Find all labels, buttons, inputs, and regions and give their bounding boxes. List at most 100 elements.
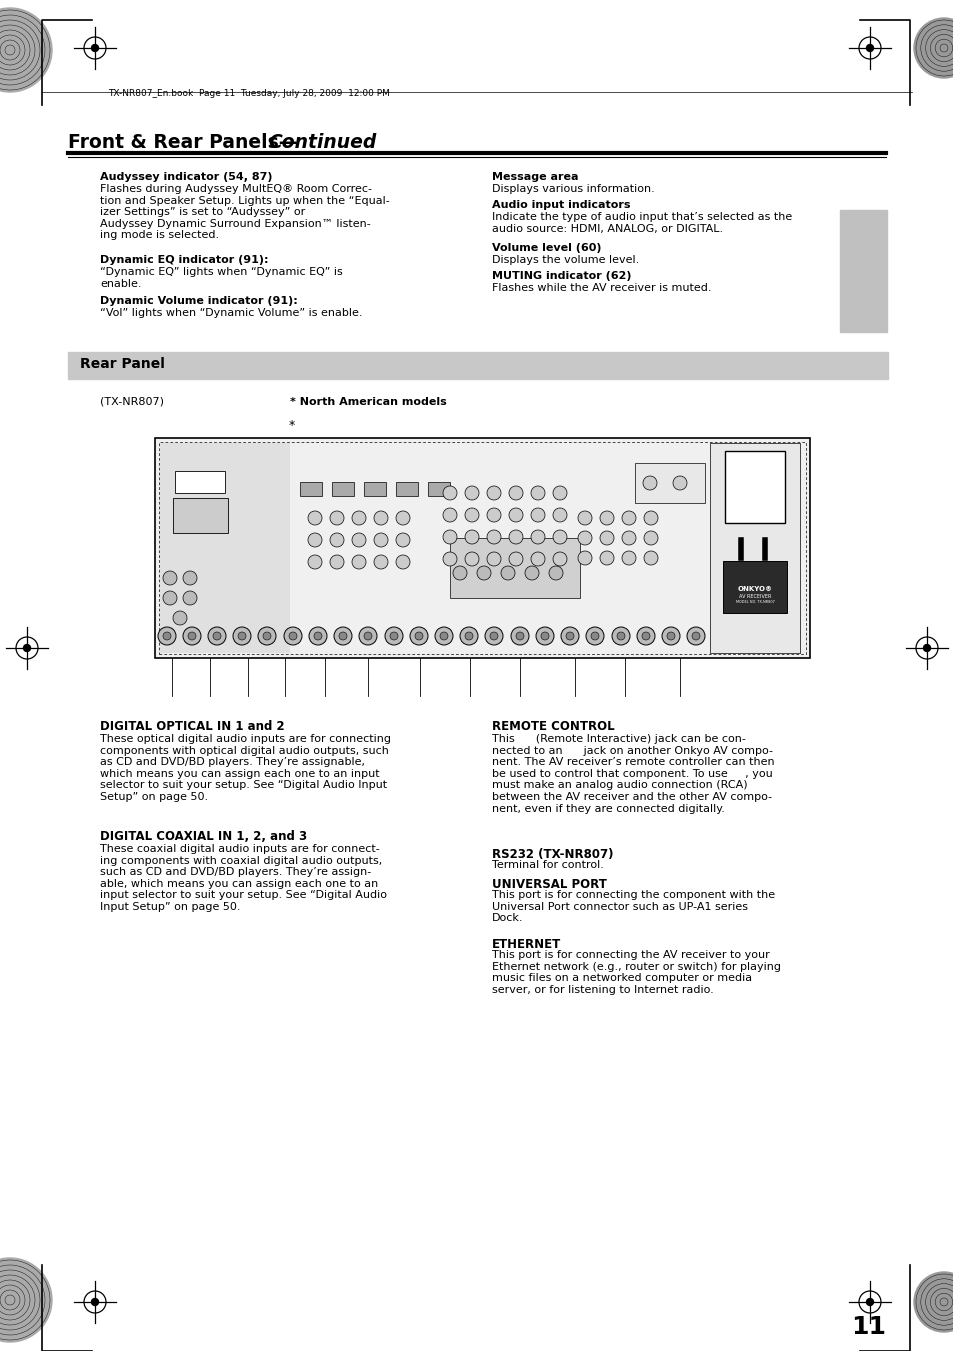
Bar: [159, 442, 805, 654]
Circle shape: [442, 508, 456, 521]
Circle shape: [643, 511, 658, 526]
Circle shape: [237, 632, 246, 640]
Circle shape: [395, 511, 410, 526]
Circle shape: [486, 508, 500, 521]
Circle shape: [183, 627, 201, 644]
Circle shape: [865, 45, 873, 51]
Text: ETHERNET: ETHERNET: [492, 938, 560, 951]
Circle shape: [553, 486, 566, 500]
Text: AV RECEIVER: AV RECEIVER: [738, 594, 770, 598]
Circle shape: [642, 476, 657, 490]
Circle shape: [553, 530, 566, 544]
Text: Message area: Message area: [492, 172, 578, 182]
Text: Dynamic EQ indicator (91):: Dynamic EQ indicator (91):: [100, 255, 268, 265]
Circle shape: [374, 555, 388, 569]
Circle shape: [509, 486, 522, 500]
Circle shape: [536, 627, 554, 644]
Text: Front & Rear Panels—: Front & Rear Panels—: [68, 132, 297, 153]
Circle shape: [374, 511, 388, 526]
Bar: [154, 438, 809, 658]
Text: (TX-NR807): (TX-NR807): [100, 397, 164, 407]
Circle shape: [208, 627, 226, 644]
FancyBboxPatch shape: [364, 482, 386, 496]
Circle shape: [578, 551, 592, 565]
Circle shape: [643, 531, 658, 544]
Circle shape: [612, 627, 629, 644]
Text: Flashes while the AV receiver is muted.: Flashes while the AV receiver is muted.: [492, 282, 711, 293]
Circle shape: [578, 511, 592, 526]
Circle shape: [308, 534, 322, 547]
Circle shape: [524, 566, 538, 580]
Circle shape: [163, 571, 177, 585]
Text: REMOTE CONTROL: REMOTE CONTROL: [492, 720, 614, 734]
Bar: [709, 443, 800, 653]
Circle shape: [314, 632, 322, 640]
Text: “Dynamic EQ” lights when “Dynamic EQ” is
enable.: “Dynamic EQ” lights when “Dynamic EQ” is…: [100, 267, 342, 289]
Circle shape: [442, 553, 456, 566]
FancyBboxPatch shape: [395, 482, 417, 496]
Text: RS232 (TX-NR807): RS232 (TX-NR807): [492, 848, 613, 861]
Circle shape: [308, 555, 322, 569]
Text: Displays various information.: Displays various information.: [492, 184, 654, 195]
Text: Indicate the type of audio input that’s selected as the
audio source: HDMI, ANAL: Indicate the type of audio input that’s …: [492, 212, 791, 234]
Circle shape: [661, 627, 679, 644]
Circle shape: [531, 530, 544, 544]
Circle shape: [621, 511, 636, 526]
FancyBboxPatch shape: [332, 482, 354, 496]
Circle shape: [464, 530, 478, 544]
Text: DIGITAL COAXIAL IN 1, 2, and 3: DIGITAL COAXIAL IN 1, 2, and 3: [100, 830, 307, 843]
Circle shape: [641, 632, 649, 640]
Circle shape: [913, 18, 953, 78]
Circle shape: [464, 486, 478, 500]
Bar: [174, 471, 225, 493]
Text: Dynamic Volume indicator (91):: Dynamic Volume indicator (91):: [100, 296, 297, 305]
Circle shape: [548, 566, 562, 580]
Circle shape: [439, 632, 448, 640]
Circle shape: [188, 632, 195, 640]
Text: These coaxial digital audio inputs are for connect-
ing components with coaxial : These coaxial digital audio inputs are f…: [100, 844, 387, 912]
Circle shape: [621, 531, 636, 544]
Text: Flashes during Audyssey MultEQ® Room Correc-
tion and Speaker Setup. Lights up w: Flashes during Audyssey MultEQ® Room Cor…: [100, 184, 390, 240]
Circle shape: [691, 632, 700, 640]
Circle shape: [338, 632, 347, 640]
Circle shape: [309, 627, 327, 644]
Circle shape: [486, 553, 500, 566]
Text: Audio input indicators: Audio input indicators: [492, 200, 630, 209]
Circle shape: [330, 555, 344, 569]
Circle shape: [24, 644, 30, 651]
Circle shape: [163, 590, 177, 605]
Circle shape: [590, 632, 598, 640]
Circle shape: [553, 508, 566, 521]
Circle shape: [531, 553, 544, 566]
Text: These optical digital audio inputs are for connecting
components with optical di: These optical digital audio inputs are f…: [100, 734, 391, 802]
Circle shape: [213, 632, 221, 640]
Text: ONKYO®: ONKYO®: [737, 586, 772, 592]
Circle shape: [410, 627, 428, 644]
Circle shape: [865, 1298, 873, 1305]
Circle shape: [486, 530, 500, 544]
Circle shape: [308, 511, 322, 526]
Circle shape: [330, 534, 344, 547]
Text: TX-NR807_En.book  Page 11  Tuesday, July 28, 2009  12:00 PM: TX-NR807_En.book Page 11 Tuesday, July 2…: [108, 89, 390, 99]
Bar: [840, 209, 886, 332]
Circle shape: [183, 590, 196, 605]
Circle shape: [289, 632, 296, 640]
Text: “Vol” lights when “Dynamic Volume” is enable.: “Vol” lights when “Dynamic Volume” is en…: [100, 308, 362, 317]
Text: 11: 11: [850, 1315, 885, 1339]
Circle shape: [172, 611, 187, 626]
Circle shape: [486, 486, 500, 500]
Text: This port is for connecting the AV receiver to your
Ethernet network (e.g., rout: This port is for connecting the AV recei…: [492, 950, 781, 994]
Bar: [150, 678, 814, 698]
Text: This port is for connecting the component with the
Universal Port connector such: This port is for connecting the componen…: [492, 890, 774, 923]
Circle shape: [531, 486, 544, 500]
Circle shape: [415, 632, 422, 640]
Circle shape: [442, 486, 456, 500]
Circle shape: [459, 627, 477, 644]
Circle shape: [599, 511, 614, 526]
Bar: [635, 463, 704, 503]
Circle shape: [476, 566, 491, 580]
Circle shape: [435, 627, 453, 644]
Bar: [450, 538, 579, 598]
Circle shape: [91, 45, 98, 51]
Text: Audyssey indicator (54, 87): Audyssey indicator (54, 87): [100, 172, 273, 182]
